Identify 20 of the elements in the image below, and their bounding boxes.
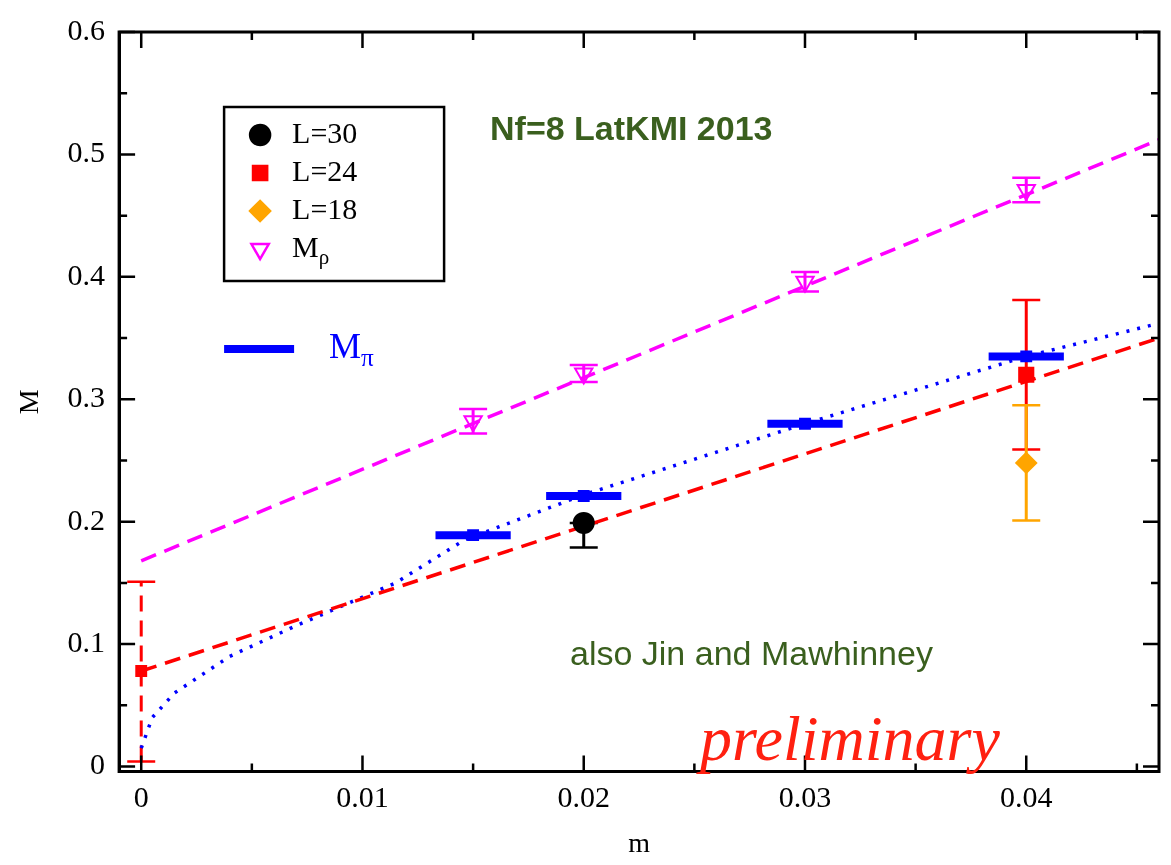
x-axis-title: m [628,826,651,858]
x-tick-label: 0 [133,780,149,814]
x-tick-label: 0.02 [557,780,610,814]
y-axis-title: M [13,389,45,415]
annotation: preliminary [696,703,1001,774]
x-tick-label: 0.03 [778,780,832,814]
y-tick-label: 0.6 [67,12,106,46]
y-tick-label: 0.4 [67,257,106,291]
y-tick-label: 0.5 [67,135,106,169]
y-tick-label: 0.3 [67,380,106,414]
legend-label: L=30 [292,115,358,149]
legend-label: L=24 [292,153,358,187]
annotation: Nf=8 LatKMI 2013 [490,109,773,147]
x-tick-label: 0.01 [336,780,389,814]
y-tick-label: 0 [90,747,106,781]
x-tick-label: 0.04 [1000,780,1053,814]
y-tick-label: 0.1 [67,624,106,658]
legend-label: L=18 [292,191,358,225]
annotation: also Jin and Mawhinney [570,634,933,672]
y-tick-label: 0.2 [67,502,106,536]
